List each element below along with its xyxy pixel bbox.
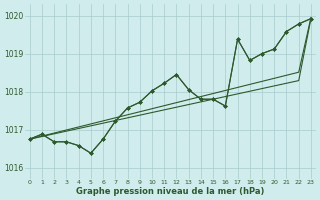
X-axis label: Graphe pression niveau de la mer (hPa): Graphe pression niveau de la mer (hPa): [76, 187, 265, 196]
